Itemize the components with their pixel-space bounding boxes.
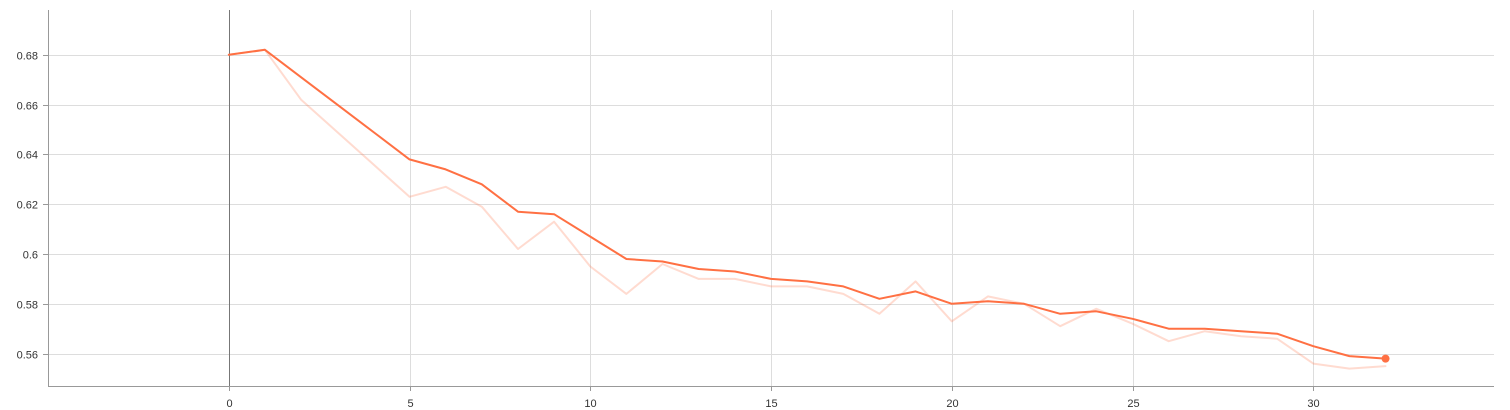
y-tick-label: 0.56	[17, 350, 38, 362]
x-tick-label: 0	[226, 398, 232, 410]
y-tick-label: 0.66	[17, 101, 38, 113]
grid	[48, 10, 1494, 386]
x-tick-label: 15	[765, 398, 777, 410]
y-tick-label: 0.6	[23, 250, 38, 262]
y-tick-label: 0.62	[17, 200, 38, 212]
x-tick-label: 25	[1127, 398, 1139, 410]
smoothed-series-line	[227, 48, 1387, 360]
y-tick-label: 0.68	[17, 51, 38, 63]
y-tick-label: 0.64	[17, 150, 38, 162]
axes	[43, 10, 1494, 391]
x-tick-label: 5	[407, 398, 413, 410]
x-tick-label: 20	[946, 398, 958, 410]
y-tick-label: 0.58	[17, 300, 38, 312]
raw-series-line	[227, 48, 1387, 370]
tick-labels: 0.56 0.58 0.6 0.62 0.64 0.66 0.68 0 5 10 15 20 25 30	[17, 51, 1320, 410]
last-point-marker	[1381, 354, 1390, 363]
series-layer	[227, 48, 1390, 370]
x-tick-label: 10	[584, 398, 596, 410]
x-tick-label: 30	[1307, 398, 1319, 410]
